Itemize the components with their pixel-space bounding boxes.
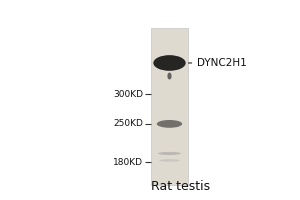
Ellipse shape xyxy=(157,120,182,128)
Ellipse shape xyxy=(159,159,180,162)
Text: 300KD: 300KD xyxy=(113,90,143,99)
Ellipse shape xyxy=(158,152,181,155)
Text: 180KD: 180KD xyxy=(113,158,143,167)
Ellipse shape xyxy=(153,55,186,71)
Text: Rat testis: Rat testis xyxy=(152,180,211,193)
Text: 250KD: 250KD xyxy=(113,119,143,128)
Ellipse shape xyxy=(167,73,172,80)
Bar xyxy=(151,28,188,185)
Text: DYNC2H1: DYNC2H1 xyxy=(188,58,247,68)
